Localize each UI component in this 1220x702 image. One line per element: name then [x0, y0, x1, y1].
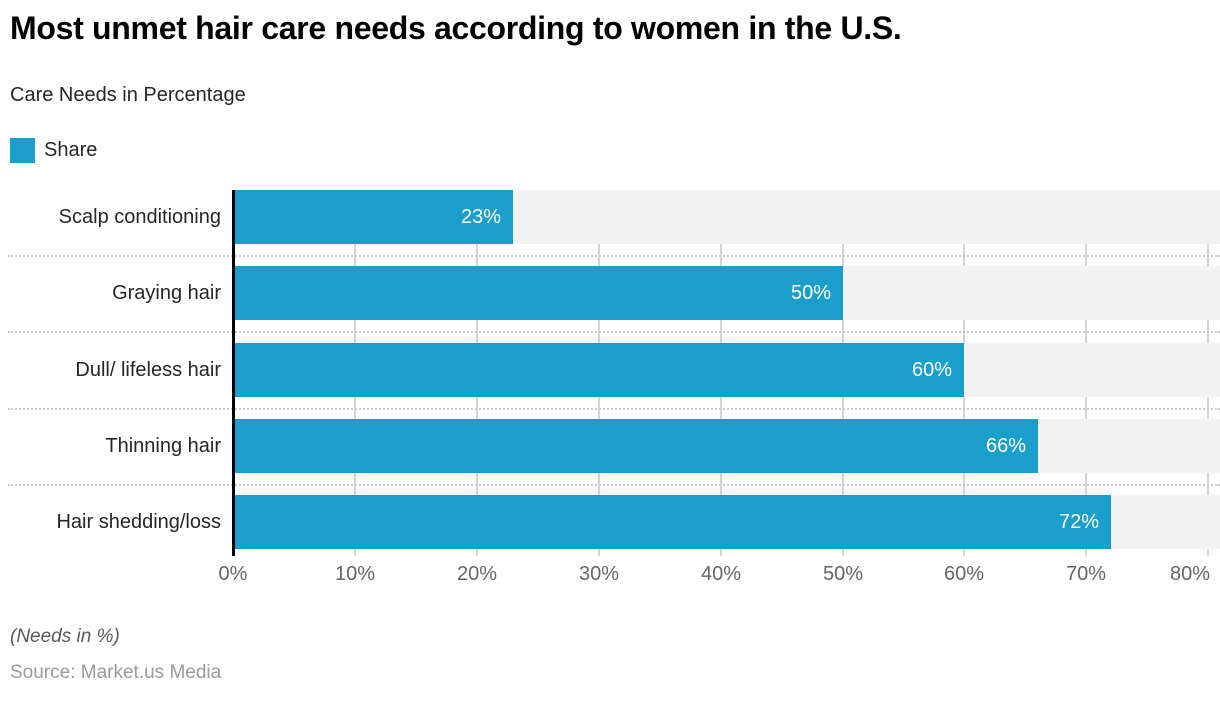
x-tick-label: 30% [578, 563, 620, 585]
bar-value-label: 66% [985, 435, 1026, 457]
legend-swatch-icon [10, 137, 35, 163]
legend-label: Share [44, 138, 98, 161]
row-separator-line [8, 255, 1220, 257]
bar[interactable]: 72% [233, 495, 1111, 549]
category-label: Scalp conditioning [58, 206, 221, 228]
bar-value-label: 72% [1058, 511, 1099, 533]
chart-title: Most unmet hair care needs according to … [10, 10, 902, 46]
x-tick-label: 40% [700, 563, 742, 585]
bar[interactable]: 60% [233, 343, 964, 397]
row-separator-line [8, 484, 1220, 486]
x-axis: 0% 10% 20% 30% 40% 50% 60% 70% 80% [0, 561, 1220, 589]
x-tick-label: 0% [218, 563, 248, 585]
x-tick-label: 50% [822, 563, 864, 585]
legend: Share [10, 137, 97, 163]
x-tick-label: 80% [1169, 563, 1210, 585]
row-separator-line [8, 408, 1220, 410]
bar[interactable]: 66% [233, 419, 1038, 473]
bar-value-label: 60% [911, 359, 952, 381]
axis-note: (Needs in %) [10, 626, 120, 647]
bar[interactable]: 23% [233, 190, 513, 244]
category-label: Thinning hair [105, 435, 221, 457]
x-tick-label: 60% [943, 563, 985, 585]
x-tick-label: 10% [334, 563, 376, 585]
x-tick-label: 20% [456, 563, 498, 585]
bar[interactable]: 50% [233, 266, 843, 320]
bar-value-label: 23% [460, 206, 501, 228]
category-label: Dull/ lifeless hair [75, 359, 221, 381]
chart-subtitle: Care Needs in Percentage [10, 84, 246, 106]
row-separator-line [8, 331, 1220, 333]
plot-area: 23% Scalp conditioning 50% Graying hair 60% D… [0, 190, 1220, 556]
source-credit: Source: Market.us Media [10, 662, 222, 683]
category-label: Graying hair [112, 282, 221, 304]
category-label: Hair shedding/loss [56, 511, 221, 533]
legend-item-share[interactable]: Share [10, 137, 98, 163]
x-tick-label: 70% [1065, 563, 1107, 585]
y-axis-line [232, 190, 235, 556]
bar-value-label: 50% [790, 282, 831, 304]
